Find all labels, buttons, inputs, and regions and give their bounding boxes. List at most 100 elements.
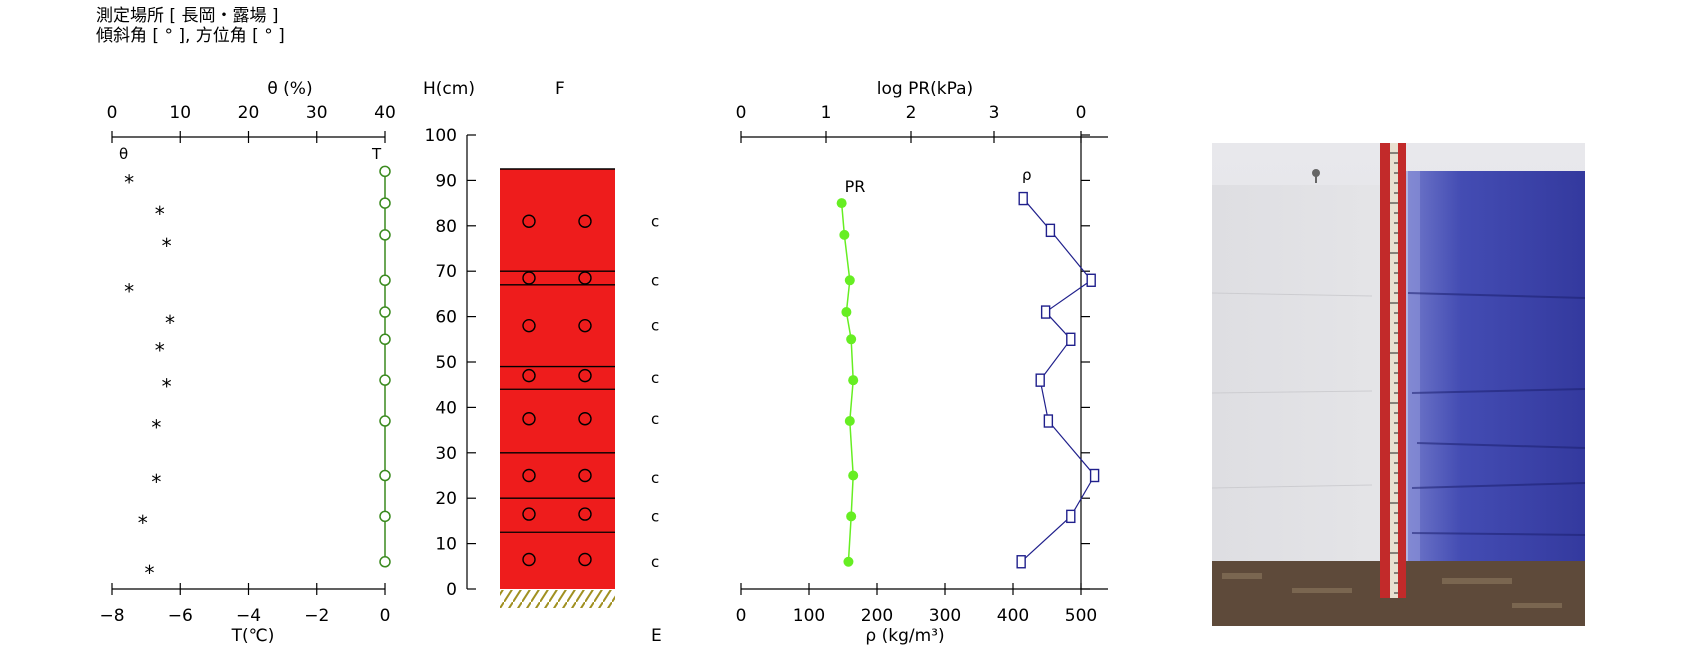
height-tick-label: 10 — [435, 535, 457, 555]
grain-marker — [522, 468, 536, 483]
temperature-point — [379, 415, 391, 427]
grain-marker — [522, 552, 536, 567]
panel-theta-temperature: 0 10 20 30 40 θ (%) θ T −8 −4 −2 0−6 T(℃) *****… — [99, 79, 395, 646]
height-tick-label: 90 — [435, 171, 457, 191]
density-tick-label: 100 — [793, 606, 825, 626]
grain-marker — [578, 368, 592, 383]
density-axis-ticks: 0 100 200 300 400 500 — [736, 583, 1097, 626]
density-point — [1066, 509, 1076, 524]
temp-axis-title: T(℃) — [231, 626, 275, 646]
logpr-tick-label: 3 — [989, 103, 1000, 123]
density-tick-label: 300 — [929, 606, 961, 626]
temperature-point — [379, 374, 391, 386]
grain-marker — [522, 318, 536, 333]
temperature-point — [379, 510, 391, 523]
pr-point — [836, 198, 847, 209]
logpr-tick-label: 0 — [1076, 103, 1087, 123]
grain-marker — [522, 214, 536, 228]
theta-tick-label: 30 — [306, 103, 328, 123]
theta-point: * — [165, 311, 175, 335]
temperature-point — [379, 165, 391, 178]
panel-stratigraphy: H(cm) F 0 10 20 30 40 50 60 70 80 90 100 c c c c c c cc … — [423, 79, 662, 646]
pr-points — [836, 198, 859, 567]
grain-markers — [522, 214, 592, 567]
density-tick-label: 200 — [861, 606, 893, 626]
ground-hatch — [500, 590, 615, 608]
grain-marker — [522, 412, 536, 426]
pr-line — [840, 203, 854, 562]
temp-tick-label: −8 — [99, 606, 124, 626]
grain-marker — [578, 507, 592, 521]
grain-marker — [578, 468, 592, 483]
grain-marker — [578, 214, 592, 228]
hardness-label: c — [651, 212, 659, 230]
panel-density-pr: log PR(kPa) 0 1 2 3 0 0 100 200 300 400 500 ρ (kg… — [736, 79, 1108, 646]
rho-series-label: ρ — [1022, 166, 1032, 184]
pr-point — [848, 375, 859, 386]
density-point — [1016, 555, 1026, 569]
theta-point: * — [162, 375, 172, 399]
density-axis-title: ρ (kg/m³) — [865, 626, 944, 646]
pr-point — [843, 556, 854, 567]
pr-series-label: PR — [845, 177, 866, 196]
theta-axis-ticks: 0 10 20 30 40 — [107, 103, 396, 143]
hardness-label: c — [651, 317, 659, 335]
right-axis-ticks — [1081, 134, 1090, 590]
temp-corner-label: T — [371, 145, 382, 163]
temperature-point — [379, 229, 391, 241]
grain-marker — [578, 412, 592, 426]
theta-point: * — [145, 561, 155, 585]
height-tick-label: 70 — [435, 262, 457, 282]
grain-marker — [578, 552, 592, 567]
height-tick-label: 50 — [435, 353, 457, 373]
pr-point — [839, 229, 850, 240]
pr-line-path — [840, 203, 854, 562]
logpr-axis-title: log PR(kPa) — [877, 79, 973, 99]
theta-point: * — [155, 202, 165, 226]
density-point — [1018, 191, 1028, 206]
grain-marker — [522, 271, 536, 285]
snow-layer-block — [500, 169, 615, 590]
hardness-label: c — [651, 507, 659, 525]
hardness-label: c — [651, 410, 659, 428]
density-tick-label: 500 — [1065, 606, 1097, 626]
figure-header: 測定場所 [ 長岡・露場 ] 傾斜角 [ ° ], 方位角 [ ° ] — [96, 6, 285, 46]
pr-point — [841, 307, 852, 318]
layer-boundaries — [500, 168, 615, 533]
grain-marker — [522, 507, 536, 521]
theta-point: * — [151, 470, 161, 494]
theta-point: * — [151, 416, 161, 440]
density-points — [1016, 191, 1100, 569]
hardness-label: c — [651, 553, 659, 571]
grain-marker — [578, 318, 592, 333]
density-point — [1040, 305, 1051, 319]
density-line — [1020, 198, 1096, 563]
grain-marker — [578, 271, 592, 285]
density-point — [1043, 414, 1054, 428]
ruler-ticks — [1390, 152, 1398, 594]
hardness-label: c — [651, 271, 659, 289]
density-tick-label: 0 — [736, 606, 747, 626]
density-line-path — [1020, 198, 1096, 563]
density-point — [1035, 373, 1045, 387]
height-axis-title: H(cm) — [423, 79, 475, 99]
theta-point: * — [124, 279, 134, 303]
density-point — [1045, 223, 1056, 238]
density-point — [1089, 468, 1100, 483]
height-tick-label: 40 — [435, 398, 457, 418]
theta-tick-label: 0 — [107, 103, 118, 123]
hardness-label: c — [651, 369, 659, 387]
height-tick-label: 100 — [425, 126, 457, 146]
height-tick-label: 0 — [446, 580, 457, 600]
theta-point: * — [162, 234, 172, 258]
temp-tick-label: −2 — [304, 606, 329, 626]
column-f-label: F — [555, 79, 565, 99]
bottom-e-label: E — [651, 626, 662, 646]
temperature-point — [379, 306, 391, 318]
height-tick-label: 80 — [435, 217, 457, 237]
logpr-tick-label: 1 — [821, 103, 832, 123]
hardness-label: c — [651, 469, 659, 487]
temp-tick-label: −4 — [236, 606, 261, 626]
theta-points: *********** — [124, 170, 175, 584]
